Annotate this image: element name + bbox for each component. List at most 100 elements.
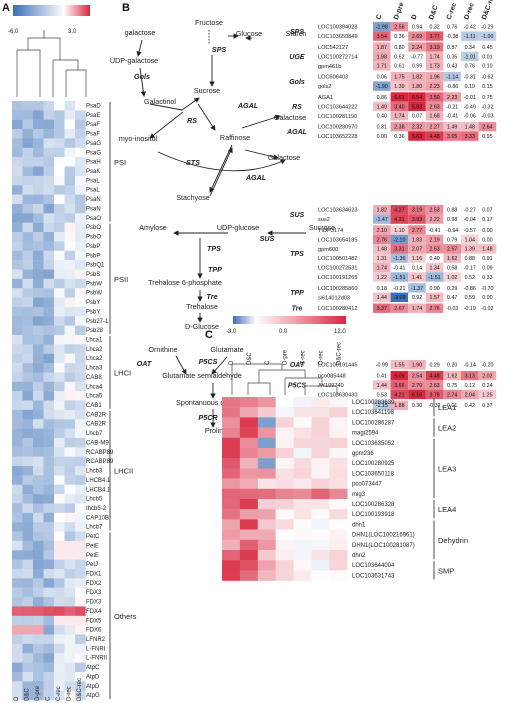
heat-a-cell [64, 419, 76, 429]
heat-a-cell [54, 269, 65, 280]
heat-a-gene-label: LHCB4.1 [86, 478, 111, 484]
heat-a-cell [43, 484, 55, 495]
table-b-cell [461, 283, 479, 293]
table-b-value: 0.42 [465, 403, 475, 409]
heat-a-cell [33, 297, 44, 308]
heat-c-cell [311, 539, 330, 551]
table-b-gene: LOC103654185 [318, 237, 358, 243]
pathway-arrow [211, 356, 228, 375]
heat-a-cell [12, 643, 23, 654]
heat-a-cell [33, 625, 44, 635]
heat-a-cell [12, 325, 23, 336]
table-b-value: 2.24 [412, 45, 422, 51]
heat-a-cell [33, 512, 44, 523]
heat-a-cell [54, 671, 65, 682]
heat-a-cell [75, 653, 86, 663]
dendrogram-a [16, 30, 87, 97]
heat-a-cell [33, 222, 44, 233]
heat-c-cell [239, 407, 258, 418]
heat-a-cell [54, 540, 65, 551]
table-b-cell [390, 214, 409, 224]
heat-a-cell [54, 391, 65, 401]
table-b-cell [408, 214, 426, 224]
heat-c-cell [275, 550, 294, 561]
table-b-cell [425, 31, 444, 41]
heat-a-cell [12, 129, 23, 139]
table-b-cell [408, 292, 426, 302]
table-b-group-label: TPP [290, 290, 304, 297]
heat-a-cell [43, 512, 55, 523]
table-b-value: 3.33 [465, 134, 475, 140]
table-b-value: 0.36 [394, 34, 404, 40]
table-b-cell [390, 101, 409, 112]
table-b-cell [373, 400, 391, 410]
table-b-cell [443, 253, 461, 263]
heat-c-column-label: D&C [247, 352, 253, 365]
heat-a-cell [43, 643, 55, 654]
table-b-cell [461, 72, 479, 82]
heat-a-cell [54, 503, 65, 514]
table-b-cell [443, 42, 461, 52]
table-b-value: 1.87 [377, 45, 387, 51]
heat-a-cell [12, 250, 23, 261]
table-b-cell [373, 205, 391, 215]
pathway-metabolite: UDP-galactose [110, 56, 158, 65]
heat-a-cell [33, 269, 44, 280]
heat-a-cell [43, 475, 55, 485]
table-b-value: 0.01 [482, 54, 492, 60]
table-b-cell [478, 400, 497, 410]
heat-a-cell [43, 540, 55, 551]
heat-a-cell [75, 157, 86, 167]
heat-a-cell [64, 625, 76, 635]
heat-a-cell [64, 119, 76, 130]
heat-a-cell [75, 232, 86, 242]
heat-a-cell [12, 316, 23, 326]
heat-a-cell [54, 447, 65, 457]
heat-c-cell [329, 468, 348, 479]
heat-c-cell [239, 458, 258, 469]
heat-a-cell [22, 157, 34, 167]
table-b-cell [425, 72, 444, 82]
heat-a-cell [54, 353, 65, 364]
heat-c-cell [222, 397, 241, 408]
heat-a-cell [43, 662, 55, 673]
table-b-cell [443, 131, 461, 141]
heat-a-cell [33, 456, 44, 467]
heat-a-cell [33, 466, 44, 476]
table-b-gene: si614012d03 [318, 295, 350, 301]
table-b-value: -1.51 [429, 275, 441, 281]
heat-a-cell [75, 391, 86, 401]
heat-a-cell [43, 597, 55, 607]
heat-a-cell [64, 157, 76, 167]
heat-a-cell [43, 250, 55, 261]
table-b-cell [461, 272, 479, 282]
table-b-value: 0.86 [377, 95, 387, 101]
heat-a-cell [12, 690, 23, 701]
heat-c-cell [293, 519, 312, 530]
table-b-value: 3.50 [429, 95, 439, 101]
heat-a-cell [33, 475, 44, 485]
table-b-cell [373, 22, 391, 32]
heatmap-c [222, 397, 348, 581]
table-b-cell [461, 61, 479, 71]
table-b-value: 2.22 [429, 217, 439, 223]
heat-a-cell [12, 484, 23, 495]
heat-c-cell [275, 519, 294, 530]
heat-a-cell [64, 250, 76, 261]
heat-a-gene-label: PsbP [86, 253, 100, 259]
heat-c-cell [239, 519, 258, 530]
heat-a-cell [64, 437, 76, 448]
heat-c-cell [293, 560, 312, 571]
table-b-cell [478, 131, 497, 141]
heat-c-group-label: LEA3 [438, 464, 456, 473]
heat-a-gene-label: FDX5 [86, 618, 102, 624]
heat-a-cell [12, 625, 23, 635]
table-b-value: 0.29 [429, 363, 439, 369]
heat-a-cell [64, 662, 76, 673]
table-b-value: 0.53 [377, 392, 387, 398]
table-b-gene: LOC100501482 [318, 256, 358, 262]
heat-a-cell [12, 597, 23, 607]
heat-c-cell [275, 529, 294, 540]
heat-a-cell [22, 540, 34, 551]
heat-c-cell [311, 427, 330, 438]
